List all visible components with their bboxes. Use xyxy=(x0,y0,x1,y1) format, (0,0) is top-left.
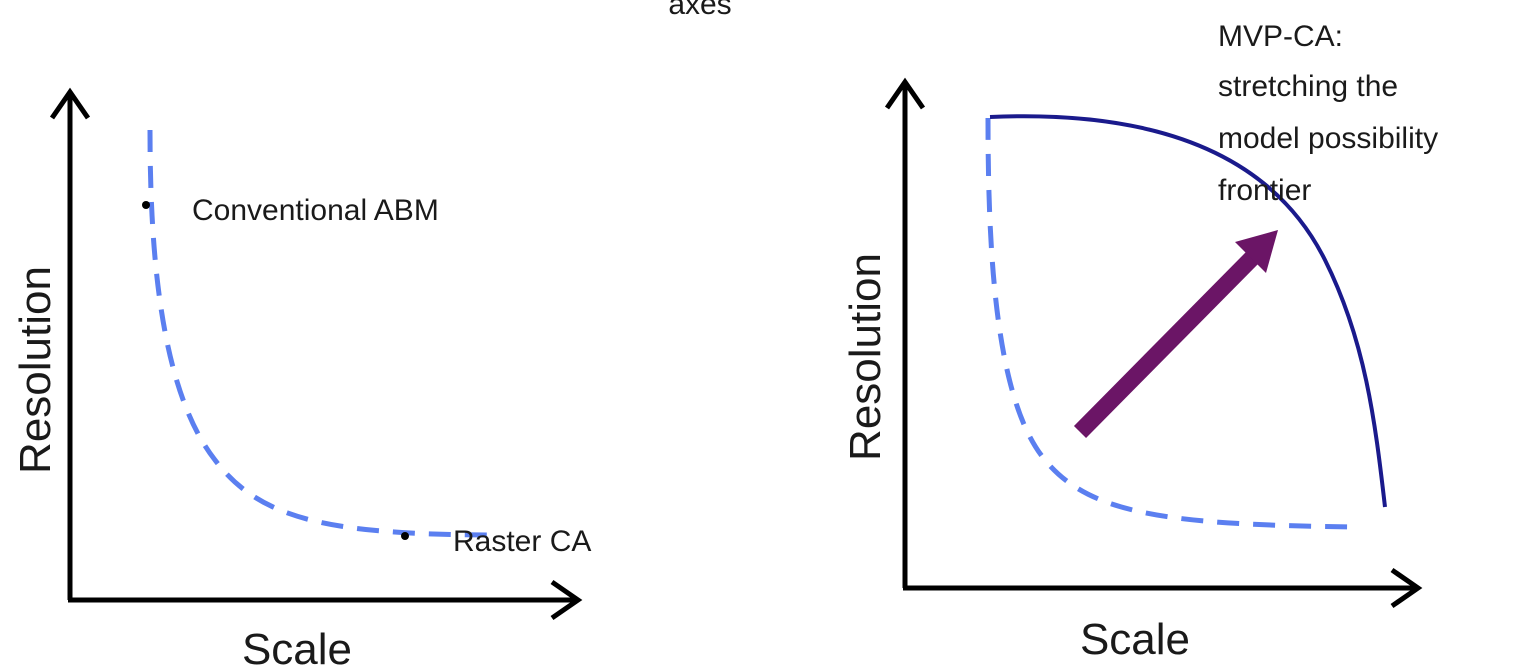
left-x-axis-arrowhead xyxy=(550,579,583,621)
conventional-abm-point xyxy=(142,201,150,209)
old-frontier-curve xyxy=(985,117,1361,530)
right-panel: MVP-CA: stretching the model possibility… xyxy=(841,20,1438,664)
mvp-ca-annotation-line-4: frontier xyxy=(1218,174,1311,207)
new-frontier-curve xyxy=(989,114,1387,508)
left-y-axis-arrowhead xyxy=(49,87,91,120)
cropped-top-text: axes xyxy=(668,0,731,21)
mvp-ca-annotation-line-3: model possibility xyxy=(1218,122,1438,155)
raster-ca-label: Raster CA xyxy=(453,525,591,558)
mvp-ca-annotation-line-2: stretching the xyxy=(1218,70,1398,103)
conventional-abm-label: Conventional ABM xyxy=(192,194,439,227)
expansion-arrow-head xyxy=(1235,230,1278,273)
right-y-axis-title: Resolution xyxy=(841,253,890,461)
right-x-axis-arrowhead xyxy=(1390,567,1423,609)
right-y-axis-arrowhead xyxy=(884,77,926,110)
expansion-arrow-shaft xyxy=(1073,252,1259,438)
raster-ca-point xyxy=(401,532,409,540)
right-x-axis-title: Scale xyxy=(1080,615,1190,664)
left-y-axis-title: Resolution xyxy=(11,266,60,474)
mvp-ca-annotation-line-1: MVP-CA: xyxy=(1218,20,1343,53)
left-tradeoff-curve xyxy=(147,129,501,538)
left-panel: Conventional ABM Raster CA Resolution Sc… xyxy=(11,87,591,671)
left-x-axis-title: Scale xyxy=(242,625,352,671)
